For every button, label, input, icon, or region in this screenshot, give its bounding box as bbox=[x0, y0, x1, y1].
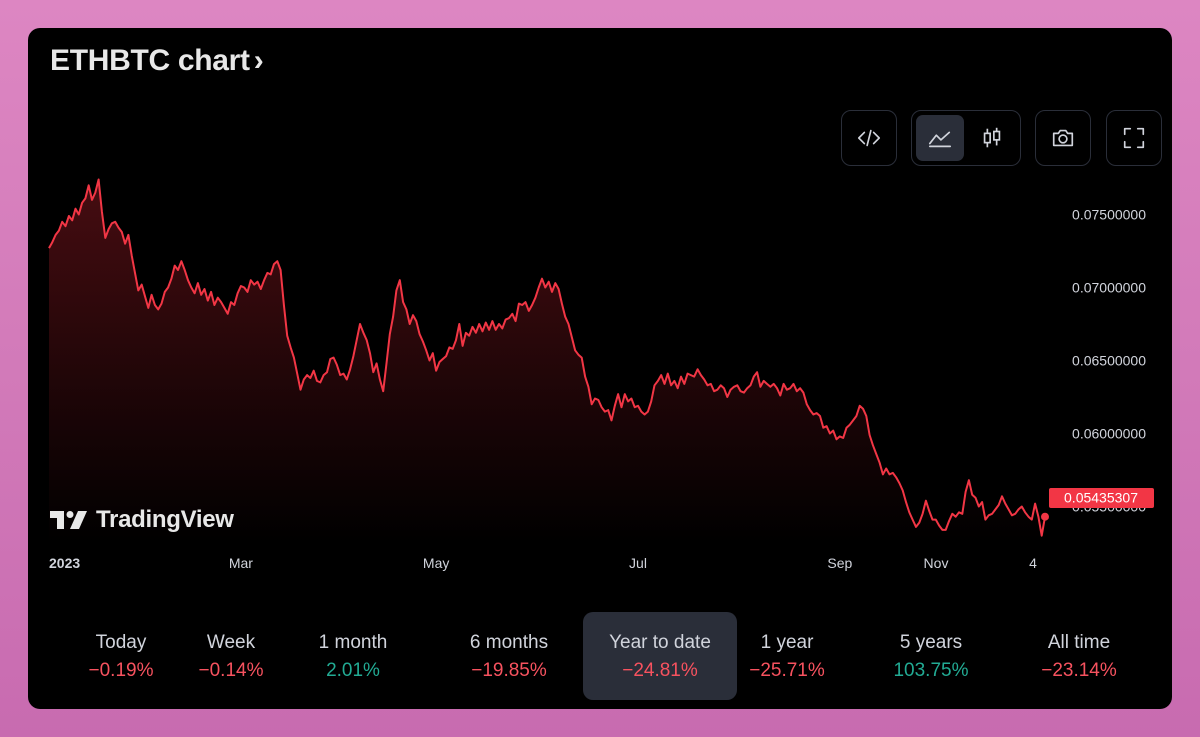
range-change: 2.01% bbox=[326, 660, 380, 681]
candlestick-icon bbox=[983, 127, 1001, 148]
price-chart[interactable]: 0.07500000 0.07000000 0.06500000 0.06000000… bbox=[28, 28, 1172, 588]
x-tick-label: May bbox=[423, 555, 449, 571]
area-chart-icon bbox=[928, 131, 952, 148]
fullscreen-icon bbox=[1123, 127, 1145, 149]
x-tick-label: Mar bbox=[229, 555, 253, 571]
last-price-dot bbox=[1041, 512, 1049, 521]
x-tick-label: 4 bbox=[1029, 555, 1037, 571]
range-tab[interactable]: Year to date −24.81% bbox=[583, 612, 737, 700]
range-label: 1 month bbox=[318, 632, 388, 653]
embed-code-button[interactable] bbox=[841, 110, 897, 166]
range-change: −24.81% bbox=[622, 660, 698, 681]
title-text[interactable]: ETHBTC chart bbox=[50, 44, 250, 77]
range-tab[interactable]: Week −0.14% bbox=[154, 612, 308, 700]
y-tick-label: 0.07500000 bbox=[1072, 207, 1146, 223]
range-change: −0.14% bbox=[198, 660, 264, 681]
range-label: All time bbox=[1047, 632, 1111, 653]
range-change: −25.71% bbox=[749, 660, 825, 681]
price-area bbox=[49, 179, 1045, 543]
x-tick-label: Sep bbox=[827, 555, 852, 571]
y-tick-label: 0.06500000 bbox=[1072, 353, 1146, 369]
chart-card: 0.07500000 0.07000000 0.06500000 0.06000000… bbox=[28, 28, 1172, 709]
code-icon bbox=[857, 129, 881, 147]
range-tab[interactable]: All time −23.14% bbox=[1002, 612, 1156, 700]
snapshot-button[interactable] bbox=[1035, 110, 1091, 166]
camera-icon bbox=[1052, 129, 1074, 147]
range-label: 5 years bbox=[899, 632, 963, 653]
range-label: 6 months bbox=[469, 632, 549, 653]
x-tick-label: Nov bbox=[924, 555, 949, 571]
chart-style-toggle bbox=[911, 110, 1021, 166]
watermark-text: TradingView bbox=[96, 506, 234, 533]
range-change: −0.19% bbox=[88, 660, 154, 681]
page-title[interactable]: ETHBTC chart › bbox=[50, 44, 264, 78]
range-tab[interactable]: 1 year −25.71% bbox=[710, 612, 864, 700]
fullscreen-button[interactable] bbox=[1106, 110, 1162, 166]
x-tick-label: 2023 bbox=[49, 555, 80, 571]
range-tab[interactable]: 6 months −19.85% bbox=[432, 612, 586, 700]
area-chart-button[interactable] bbox=[916, 115, 964, 161]
tradingview-watermark[interactable]: TradingView bbox=[50, 506, 234, 534]
candlestick-button[interactable] bbox=[968, 115, 1016, 161]
range-selector: Today −0.19% Week −0.14% 1 month 2.01% 6 month… bbox=[44, 612, 1156, 700]
range-label: Year to date bbox=[609, 632, 711, 653]
range-tab[interactable]: 5 years 103.75% bbox=[854, 612, 1008, 700]
x-tick-label: Jul bbox=[629, 555, 647, 571]
svg-text:0.05435307: 0.05435307 bbox=[1064, 490, 1138, 506]
last-price-label: 0.05435307 bbox=[1049, 488, 1154, 508]
tradingview-logo-icon bbox=[50, 511, 87, 529]
range-tab[interactable]: 1 month 2.01% bbox=[276, 612, 430, 700]
range-tab[interactable]: Today −0.19% bbox=[44, 612, 198, 700]
range-label: Today bbox=[95, 632, 147, 653]
price-line bbox=[48, 178, 1046, 537]
chevron-right-icon: › bbox=[253, 44, 264, 77]
range-change: 103.75% bbox=[893, 660, 969, 681]
range-change: −23.14% bbox=[1041, 660, 1117, 681]
range-change: −19.85% bbox=[471, 660, 547, 681]
y-tick-label: 0.07000000 bbox=[1072, 280, 1146, 296]
y-tick-label: 0.06000000 bbox=[1072, 426, 1146, 442]
range-label: 1 year bbox=[760, 632, 814, 653]
range-label: Week bbox=[206, 632, 256, 653]
